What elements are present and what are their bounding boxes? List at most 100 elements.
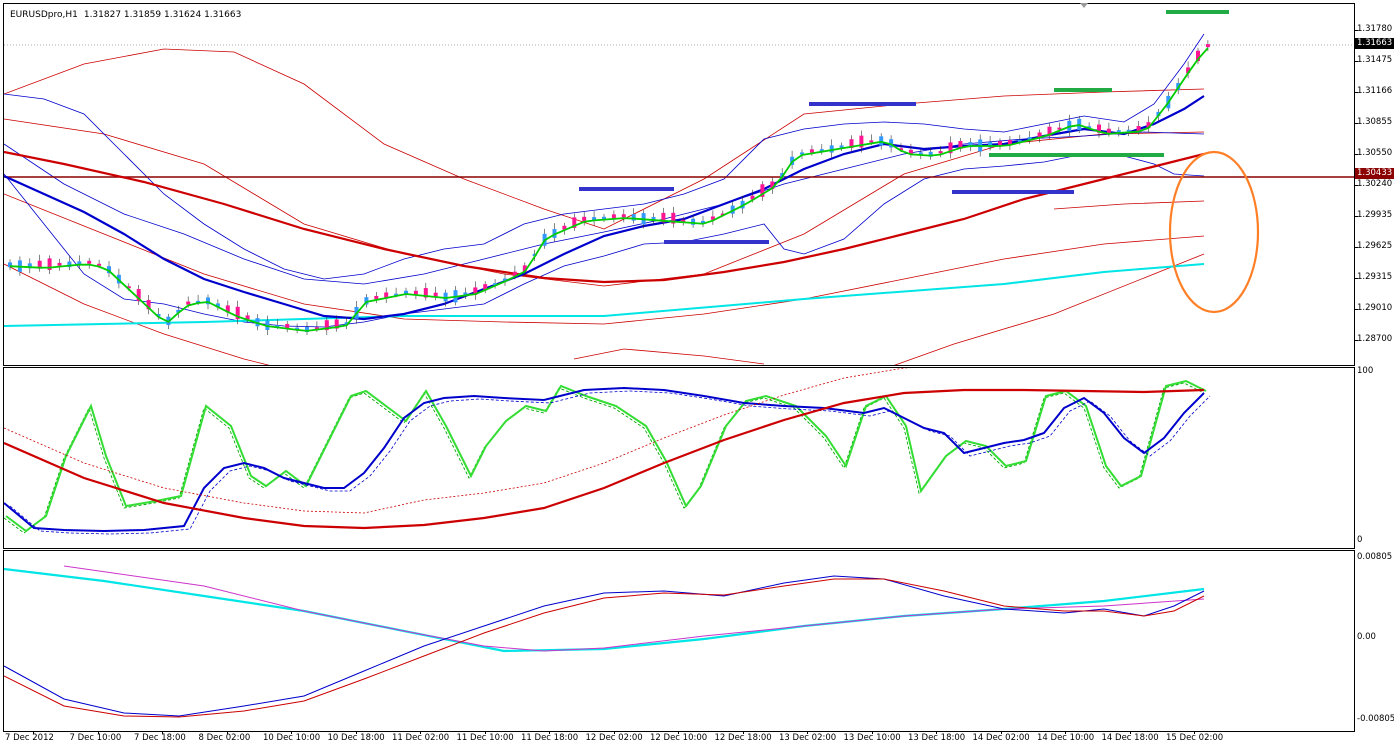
candle-body (621, 214, 626, 218)
oscillator-blue-signal (9, 390, 1211, 535)
candle-body (97, 263, 102, 266)
price-axis-label: 1.29010 (1357, 303, 1393, 313)
candle-body (295, 327, 300, 330)
candle-body (1196, 50, 1200, 62)
candle-body (720, 213, 725, 216)
candle-body (889, 139, 894, 148)
horizontal-line-price-tag: 1.30433 (1355, 168, 1394, 179)
candle-body (839, 145, 844, 148)
time-axis-tick (420, 731, 421, 734)
candle-body (988, 141, 993, 148)
time-axis-label: 11 Dec 18:00 (521, 733, 579, 743)
ohlc-values: 1.31827 1.31859 1.31624 1.31663 (83, 10, 242, 20)
candle-body (413, 290, 418, 295)
candle-body (611, 214, 616, 219)
candle-body (869, 140, 874, 143)
candle-body (1126, 129, 1131, 132)
candle-body (235, 306, 240, 320)
candle-body (473, 287, 478, 295)
time-axis-tick (936, 731, 937, 734)
price-chart-pane[interactable]: EURUSDpro,H1 1.31827 1.31859 1.31624 1.31… (3, 3, 1355, 366)
time-axis-tick (97, 731, 99, 734)
time-axis-label: 12 Dec 02:00 (585, 733, 643, 743)
ma-long-line (4, 263, 1205, 327)
price-axis-label: 1.30550 (1357, 148, 1393, 158)
candle-body (938, 151, 943, 154)
macd-blue-line (4, 575, 1205, 717)
candle-body (998, 141, 1002, 146)
candle-body (671, 212, 676, 224)
candle-body (1017, 139, 1022, 142)
envelope-upper-inner (4, 118, 1205, 287)
macd-red-line (4, 578, 1205, 718)
time-axis-label: 10 Dec 18:00 (327, 733, 385, 743)
candle-body (740, 200, 745, 209)
candle-body (47, 258, 52, 270)
time-axis-tick (549, 731, 550, 734)
macd-pane[interactable] (3, 550, 1355, 732)
envelope-lower-arc (573, 348, 765, 365)
time-axis-label: 10 Dec 10:00 (263, 733, 321, 743)
candle-body (849, 139, 854, 149)
ma-fast-line (9, 47, 1209, 332)
price-axis-tick (1355, 309, 1358, 310)
candle-body (423, 288, 428, 298)
candle-body (1087, 126, 1092, 129)
candle-body (503, 278, 507, 281)
envelope-lower-outer-right (894, 253, 1205, 365)
candle-body (829, 145, 834, 153)
candle-body (760, 184, 765, 197)
time-axis-label: 7 Dec 2012 (5, 733, 54, 743)
candle-body (493, 283, 498, 286)
price-axis-label: 1.29935 (1357, 210, 1393, 220)
candle-body (562, 225, 567, 230)
price-chart-canvas (4, 10, 1354, 365)
ma-mid-line (4, 95, 1205, 321)
candle-body (186, 301, 191, 305)
time-axis-tick (1065, 731, 1066, 734)
candle-body (928, 151, 933, 157)
candle-body (107, 266, 111, 274)
bollinger-middle-thin (4, 131, 1205, 285)
price-axis-tick (1355, 123, 1358, 124)
price-axis-tick (1355, 30, 1358, 31)
candle-body (8, 262, 12, 268)
candle-body (1146, 122, 1151, 129)
macd-axis-min: -0.00805 (1357, 714, 1394, 724)
candle-body (710, 216, 715, 220)
candle-body (681, 219, 686, 222)
candle-body (948, 142, 953, 154)
candle-body (374, 295, 379, 300)
candle-body (126, 286, 131, 289)
time-axis-tick (613, 731, 615, 734)
time-axis-tick (807, 731, 808, 734)
candle-body (800, 152, 804, 155)
oscillator-pane[interactable] (3, 367, 1355, 549)
candle-body (206, 297, 210, 305)
price-axis-label: 1.31780 (1357, 24, 1393, 34)
candle-body (899, 148, 903, 151)
highlight-ellipse (1168, 150, 1260, 314)
time-axis-label: 8 Dec 02:00 (198, 733, 251, 743)
candle-body (156, 314, 161, 317)
candle-body (691, 218, 696, 225)
candle-body (483, 284, 488, 291)
chart-shift-marker[interactable] (1080, 3, 1088, 8)
candle-body (968, 142, 973, 148)
candle-body (1047, 126, 1052, 137)
candle-body (602, 216, 606, 220)
envelope-upper-outer (4, 48, 1205, 230)
candle-body (1037, 132, 1042, 138)
candle-body (592, 217, 597, 221)
time-axis-label: 13 Dec 18:00 (908, 733, 966, 743)
time-axis-label: 14 Dec 18:00 (1101, 733, 1159, 743)
candle-body (770, 181, 775, 190)
candle-body (305, 326, 309, 333)
candle-body (918, 152, 923, 155)
envelope-lower-outer-left (4, 263, 270, 365)
time-axis-tick (33, 731, 34, 734)
time-axis-tick (355, 731, 357, 734)
price-axis-label: 1.31166 (1357, 86, 1393, 96)
candle-body (285, 324, 290, 329)
candle-body (314, 327, 319, 330)
